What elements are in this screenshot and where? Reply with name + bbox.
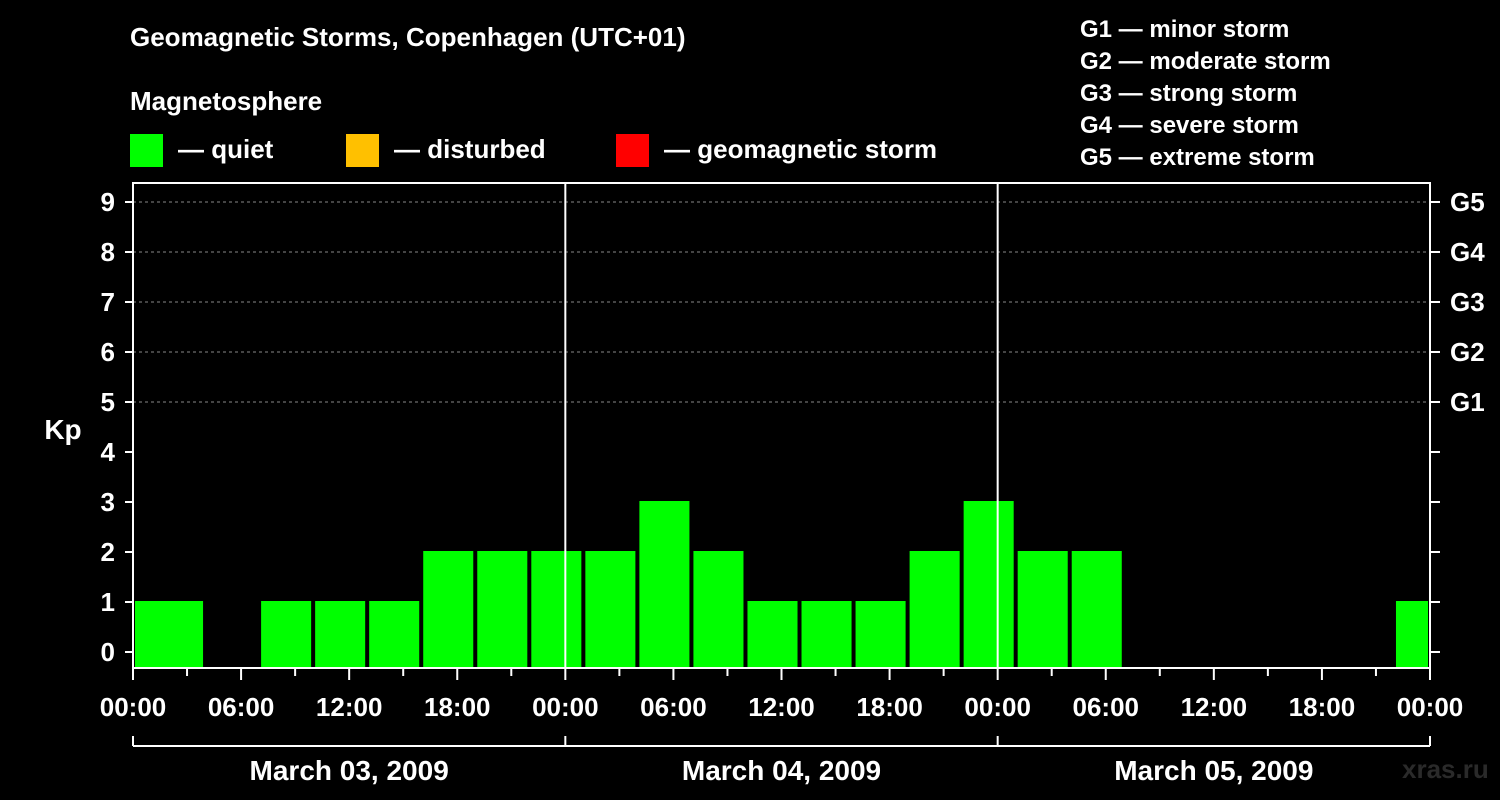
date-label-2: March 05, 2009 [1114, 755, 1313, 786]
kp-bar-18 [1071, 551, 1122, 668]
y-tick-label-7: 7 [101, 287, 115, 317]
y-tick-label-0: 0 [101, 637, 115, 667]
kp-bar-9 [585, 551, 636, 668]
kp-bar-1 [153, 601, 204, 668]
y-axis-label: Kp [44, 414, 81, 445]
kp-bar-11 [693, 551, 744, 668]
x-tick-label-0: 00:00 [100, 692, 167, 722]
x-tick-label-6: 12:00 [748, 692, 815, 722]
x-tick-label-1: 06:00 [208, 692, 275, 722]
kp-bar-6 [423, 551, 474, 668]
legend-label-disturbed: — disturbed [394, 134, 546, 164]
kp-bar-15 [909, 551, 960, 668]
g-scale-item-g5: G5 — extreme storm [1080, 144, 1315, 171]
kp-bar-7 [477, 551, 528, 668]
x-tick-label-9: 06:00 [1073, 692, 1140, 722]
kp-bar-16 [963, 501, 1014, 668]
y-tick-label-9: 9 [101, 187, 115, 217]
kp-bar-8 [531, 551, 582, 668]
y-tick-label-5: 5 [101, 387, 115, 417]
legend-swatch-quiet [130, 134, 163, 167]
right-axis-label-g4: G4 [1450, 237, 1485, 267]
legend-label-quiet: — quiet [178, 134, 274, 164]
chart-title: Geomagnetic Storms, Copenhagen (UTC+01) [130, 22, 686, 52]
legend-heading: Magnetosphere [130, 86, 323, 116]
plot-frame [132, 182, 1431, 669]
y-tick-label-3: 3 [101, 487, 115, 517]
g-scale-legend: G1 — minor storm G2 — moderate storm G3 … [1080, 14, 1331, 174]
right-axis-label-g1: G1 [1450, 387, 1485, 417]
g-scale-item-g3: G3 — strong storm [1080, 80, 1298, 107]
x-tick-label-3: 18:00 [424, 692, 491, 722]
g-scale-item-g4: G4 — severe storm [1080, 112, 1299, 139]
x-tick-label-2: 12:00 [316, 692, 383, 722]
kp-bar-3 [261, 601, 312, 668]
y-tick-label-1: 1 [101, 587, 115, 617]
x-tick-label-8: 00:00 [964, 692, 1031, 722]
kp-bar-14 [855, 601, 906, 668]
g-scale-item-g2: G2 — moderate storm [1080, 48, 1331, 75]
x-tick-label-10: 12:00 [1181, 692, 1248, 722]
g-scale-item-g1: G1 — minor storm [1080, 16, 1290, 43]
y-tick-label-2: 2 [101, 537, 115, 567]
kp-bar-10 [639, 501, 690, 668]
kp-bar-13 [801, 601, 852, 668]
kp-bar-12 [747, 601, 798, 668]
date-label-1: March 04, 2009 [682, 755, 881, 786]
x-tick-label-12: 00:00 [1397, 692, 1464, 722]
kp-bar-17 [1017, 551, 1068, 668]
legend-swatch-storm [616, 134, 649, 167]
kp-bar-19 [1395, 601, 1428, 668]
y-tick-label-6: 6 [101, 337, 115, 367]
x-tick-label-4: 00:00 [532, 692, 599, 722]
right-axis-label-g2: G2 [1450, 337, 1485, 367]
legend-label-storm: — geomagnetic storm [664, 134, 938, 164]
right-axis-label-g5: G5 [1450, 187, 1485, 217]
x-tick-label-11: 18:00 [1289, 692, 1356, 722]
date-label-0: March 03, 2009 [250, 755, 449, 786]
kp-bar-4 [315, 601, 366, 668]
kp-bar-5 [369, 601, 420, 668]
x-tick-label-7: 18:00 [856, 692, 923, 722]
y-tick-label-8: 8 [101, 237, 115, 267]
y-tick-label-4: 4 [101, 437, 116, 467]
legend-swatch-disturbed [346, 134, 379, 167]
right-axis-label-g3: G3 [1450, 287, 1485, 317]
x-tick-label-5: 06:00 [640, 692, 707, 722]
watermark: xras.ru [1402, 754, 1489, 784]
